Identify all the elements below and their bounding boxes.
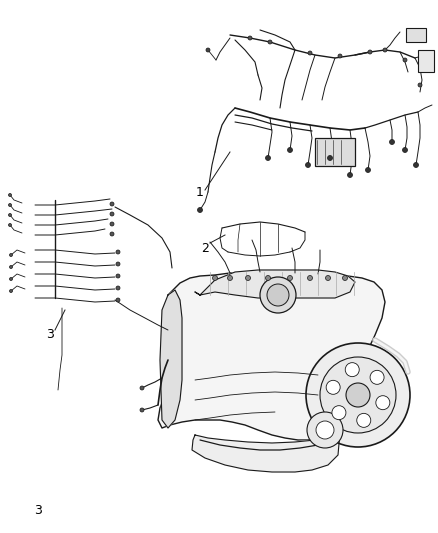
Circle shape: [8, 214, 11, 216]
Circle shape: [116, 262, 120, 266]
Circle shape: [368, 50, 372, 54]
Bar: [406, 28, 426, 42]
Circle shape: [116, 286, 120, 290]
Circle shape: [418, 83, 422, 87]
Circle shape: [403, 58, 407, 62]
Circle shape: [10, 278, 13, 280]
Circle shape: [287, 148, 293, 152]
Circle shape: [345, 362, 359, 377]
Circle shape: [8, 223, 11, 227]
Circle shape: [325, 276, 331, 280]
Circle shape: [206, 48, 210, 52]
Circle shape: [268, 40, 272, 44]
Circle shape: [8, 204, 11, 206]
Circle shape: [389, 140, 395, 144]
Circle shape: [326, 381, 340, 394]
Circle shape: [320, 357, 396, 433]
Circle shape: [248, 36, 252, 40]
Circle shape: [365, 167, 371, 173]
Circle shape: [413, 163, 418, 167]
Circle shape: [10, 254, 13, 256]
Polygon shape: [192, 432, 340, 472]
Circle shape: [343, 276, 347, 280]
Text: 2: 2: [201, 241, 209, 254]
Circle shape: [10, 265, 13, 269]
Circle shape: [110, 222, 114, 226]
Circle shape: [265, 276, 271, 280]
Bar: [315, 138, 355, 166]
Circle shape: [370, 370, 384, 384]
Circle shape: [8, 193, 11, 197]
Circle shape: [328, 156, 332, 160]
Polygon shape: [160, 290, 182, 428]
Circle shape: [287, 276, 293, 280]
Circle shape: [265, 156, 271, 160]
Circle shape: [403, 148, 407, 152]
Circle shape: [10, 289, 13, 293]
Circle shape: [305, 163, 311, 167]
Circle shape: [212, 276, 218, 280]
Text: 3: 3: [34, 504, 42, 516]
Circle shape: [357, 414, 371, 427]
Circle shape: [306, 343, 410, 447]
Circle shape: [110, 232, 114, 236]
Circle shape: [307, 276, 312, 280]
Bar: [418, 50, 434, 72]
Circle shape: [307, 412, 343, 448]
Circle shape: [332, 406, 346, 419]
Circle shape: [110, 212, 114, 216]
Circle shape: [116, 298, 120, 302]
Circle shape: [140, 408, 144, 412]
Circle shape: [308, 51, 312, 55]
Circle shape: [140, 386, 144, 390]
Text: 3: 3: [46, 328, 54, 342]
Circle shape: [346, 383, 370, 407]
Circle shape: [316, 421, 334, 439]
Circle shape: [267, 284, 289, 306]
Circle shape: [338, 54, 342, 58]
Circle shape: [198, 207, 202, 213]
Circle shape: [227, 276, 233, 280]
Polygon shape: [195, 270, 355, 298]
Circle shape: [376, 395, 390, 410]
Circle shape: [246, 276, 251, 280]
Circle shape: [110, 202, 114, 206]
Text: 1: 1: [196, 187, 204, 199]
Circle shape: [116, 274, 120, 278]
Circle shape: [347, 173, 353, 177]
Circle shape: [116, 250, 120, 254]
Circle shape: [260, 277, 296, 313]
Polygon shape: [158, 272, 385, 440]
Circle shape: [383, 48, 387, 52]
